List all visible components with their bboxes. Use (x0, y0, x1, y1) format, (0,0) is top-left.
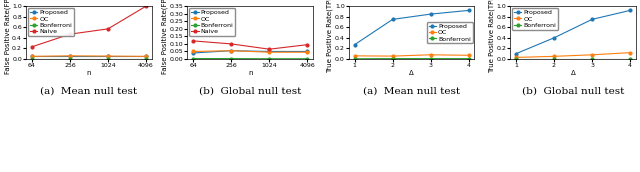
Proposed (627, 9, 634, 11)
Naive (227, 43, 235, 45)
Naive (189, 40, 197, 42)
Proposed (189, 52, 197, 54)
Bonferroni (266, 58, 273, 60)
Bonferroni (627, 58, 634, 60)
Legend: Proposed, OC, Bonferroni: Proposed, OC, Bonferroni (512, 8, 558, 30)
Bonferroni (104, 58, 112, 60)
Bonferroni (512, 58, 520, 60)
Proposed (427, 13, 435, 15)
Line: OC: OC (192, 49, 308, 54)
Proposed (266, 50, 273, 52)
OC (465, 54, 472, 56)
Line: Bonferroni: Bonferroni (192, 57, 308, 60)
Proposed (550, 37, 558, 39)
Naive (303, 44, 311, 46)
Naive (104, 28, 112, 30)
Proposed (28, 55, 36, 57)
X-axis label: Δ: Δ (409, 69, 414, 76)
OC (28, 55, 36, 57)
Text: (b)  Global null test: (b) Global null test (522, 87, 624, 95)
Bonferroni (388, 58, 396, 60)
OC (550, 55, 558, 57)
Bonferroni (588, 58, 596, 60)
OC (227, 50, 235, 52)
Legend: Proposed, OC, Bonferroni, Naive: Proposed, OC, Bonferroni, Naive (189, 8, 236, 36)
Y-axis label: False Positive Rate(FPR): False Positive Rate(FPR) (162, 0, 168, 74)
Bonferroni (28, 58, 36, 60)
OC (351, 55, 358, 57)
Bonferroni (427, 58, 435, 60)
Proposed (388, 18, 396, 20)
OC (588, 54, 596, 56)
Bonferroni (303, 58, 311, 60)
Legend: Proposed, OC, Bonferroni, Naive: Proposed, OC, Bonferroni, Naive (28, 8, 74, 36)
Proposed (351, 44, 358, 46)
Text: (a)  Mean null test: (a) Mean null test (363, 87, 460, 95)
OC (142, 55, 150, 57)
Proposed (303, 50, 311, 52)
Line: OC: OC (515, 51, 632, 59)
Y-axis label: False Positive Rate(FPR): False Positive Rate(FPR) (4, 0, 11, 74)
OC (303, 51, 311, 53)
Line: Proposed: Proposed (515, 9, 632, 55)
Proposed (66, 55, 74, 57)
Bonferroni (66, 58, 74, 60)
Proposed (227, 50, 235, 52)
X-axis label: n: n (248, 69, 253, 76)
Line: Bonferroni: Bonferroni (353, 57, 470, 60)
Naive (142, 5, 150, 7)
OC (66, 55, 74, 57)
Naive (28, 46, 36, 48)
Line: OC: OC (353, 53, 470, 57)
Text: (a)  Mean null test: (a) Mean null test (40, 87, 138, 95)
Line: Naive: Naive (192, 40, 308, 51)
Bonferroni (189, 57, 197, 60)
X-axis label: Δ: Δ (571, 69, 575, 76)
Proposed (104, 55, 112, 57)
Line: Proposed: Proposed (31, 55, 147, 58)
Bonferroni (351, 58, 358, 60)
OC (104, 55, 112, 57)
Line: Naive: Naive (31, 5, 147, 48)
Y-axis label: True Positive Rate(TPR): True Positive Rate(TPR) (488, 0, 495, 73)
OC (627, 52, 634, 54)
Proposed (465, 9, 472, 11)
Bonferroni (142, 58, 150, 60)
Line: Proposed: Proposed (353, 9, 470, 46)
Text: (b)  Global null test: (b) Global null test (199, 87, 301, 95)
Y-axis label: True Positive Rate(TPR): True Positive Rate(TPR) (327, 0, 333, 73)
Proposed (142, 55, 150, 57)
Naive (266, 48, 273, 50)
OC (189, 50, 197, 52)
Bonferroni (227, 57, 235, 60)
Proposed (588, 18, 596, 20)
X-axis label: n: n (86, 69, 91, 76)
Line: Bonferroni: Bonferroni (31, 57, 147, 60)
OC (427, 54, 435, 56)
Bonferroni (465, 58, 472, 60)
Line: Proposed: Proposed (192, 49, 308, 54)
Proposed (512, 53, 520, 55)
Line: OC: OC (31, 55, 147, 58)
OC (266, 51, 273, 53)
Naive (66, 33, 74, 35)
Bonferroni (550, 58, 558, 60)
Line: Bonferroni: Bonferroni (515, 57, 632, 60)
OC (512, 56, 520, 58)
OC (388, 55, 396, 57)
Legend: Proposed, OC, Bonferroni: Proposed, OC, Bonferroni (427, 22, 472, 44)
